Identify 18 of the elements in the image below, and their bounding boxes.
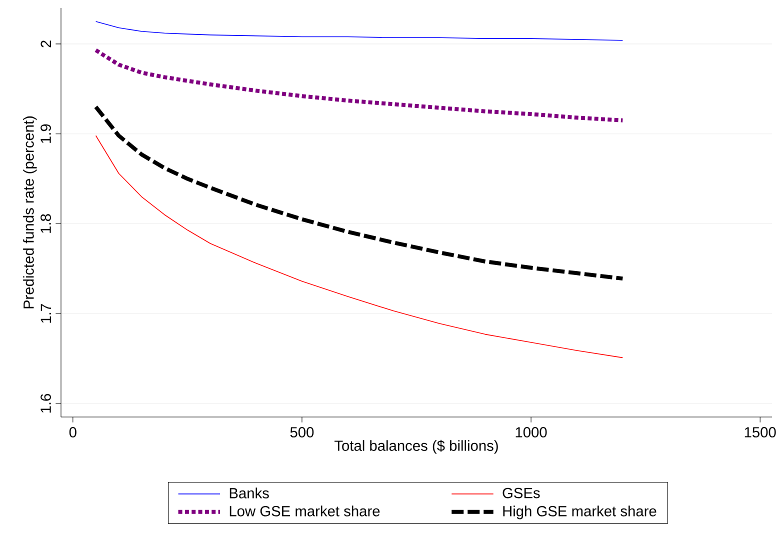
legend-label: GSEs xyxy=(502,488,540,498)
line-series xyxy=(94,104,625,281)
y-axis-title: Predicted funds rate (percent) xyxy=(23,116,37,308)
line-series xyxy=(95,135,624,358)
line-series xyxy=(94,48,625,122)
y-tick-label: 1.7 xyxy=(40,304,51,323)
x-tick-label: 500 xyxy=(290,427,314,438)
legend-label: High GSE market share xyxy=(503,506,656,520)
legend-label: Banks xyxy=(230,488,269,498)
x-tick-label: 0 xyxy=(69,427,76,438)
x-axis-title: Total balances ($ billions) xyxy=(334,440,498,454)
y-tick-label: 1.6 xyxy=(40,394,51,413)
y-tick-label: 1.9 xyxy=(40,124,51,143)
x-tick-label: 1000 xyxy=(516,427,547,438)
y-tick-label: 1.8 xyxy=(40,214,51,233)
legend-label: Low GSE market share xyxy=(230,506,380,516)
x-tick-label: 1500 xyxy=(744,427,776,438)
y-tick-label: 2 xyxy=(40,40,51,48)
